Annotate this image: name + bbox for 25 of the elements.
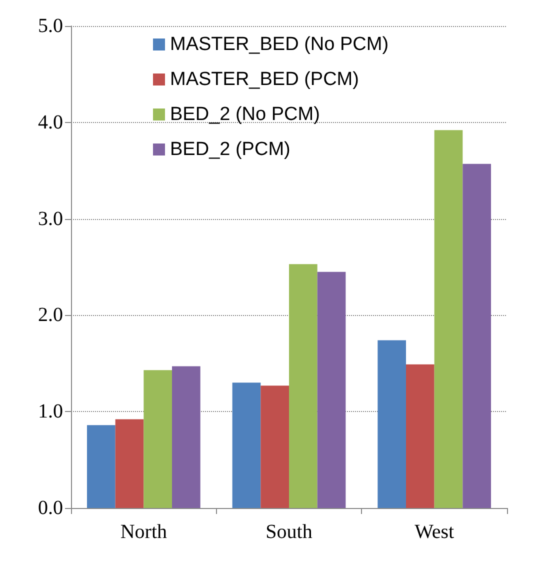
y-tick-label: 2.0 (38, 304, 63, 326)
bar (260, 386, 289, 508)
bar (406, 364, 434, 508)
legend-label: BED_2 (PCM) (170, 139, 290, 160)
bar (317, 272, 346, 508)
y-tick-label: 4.0 (38, 111, 63, 134)
bar (289, 264, 318, 508)
bar (232, 382, 261, 508)
bar (378, 340, 406, 508)
bar (86, 425, 116, 508)
y-tick-label: 3.0 (38, 208, 63, 230)
y-tick-label: 1.0 (38, 400, 63, 423)
bar (462, 164, 492, 508)
bar (434, 130, 463, 508)
x-tick-label: South (266, 521, 312, 543)
bar (144, 370, 172, 508)
x-tick-label: West (414, 521, 455, 543)
x-tick-label: North (120, 521, 168, 543)
legend-label: MASTER_BED (No PCM) (170, 34, 389, 55)
bar (115, 419, 144, 508)
bar (172, 366, 200, 508)
legend-label: MASTER_BED (PCM) (170, 69, 359, 90)
legend-label: BED_2 (No PCM) (170, 104, 320, 125)
y-tick-label: 0.0 (38, 497, 63, 519)
y-tick-label: 5.0 (38, 15, 63, 37)
